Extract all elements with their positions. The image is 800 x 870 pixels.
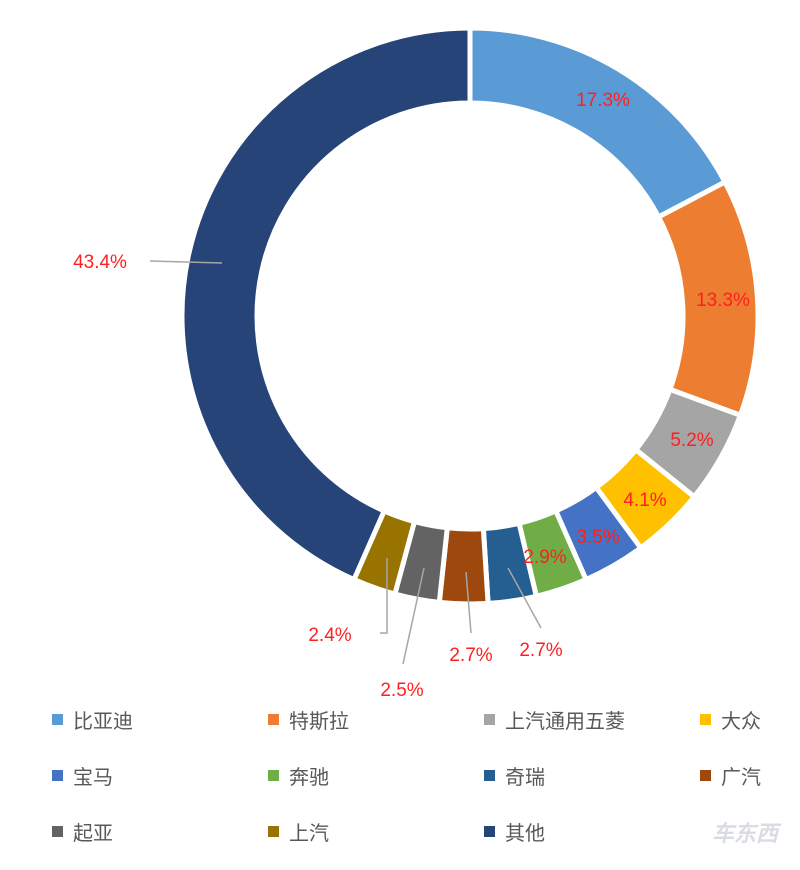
legend-label: 上汽	[289, 821, 329, 845]
legend-item: 奔驰	[268, 761, 329, 790]
legend-swatch	[268, 714, 279, 725]
data-label: 5.2%	[670, 430, 713, 451]
legend-label: 奔驰	[289, 765, 329, 789]
slice-其他	[179, 25, 473, 583]
legend-item: 其他	[484, 817, 545, 846]
legend-label: 宝马	[73, 765, 113, 789]
legend-label: 大众	[721, 709, 761, 733]
data-label: 2.5%	[380, 680, 423, 701]
data-label: 17.3%	[576, 90, 630, 111]
watermark: 车东西	[711, 822, 778, 847]
legend-swatch	[484, 826, 495, 837]
legend-swatch	[52, 826, 63, 837]
legend-swatch	[52, 714, 63, 725]
legend-swatch	[484, 714, 495, 725]
data-label: 3.5%	[576, 527, 619, 548]
data-label: 13.3%	[696, 290, 750, 311]
legend-swatch	[484, 770, 495, 781]
legend-item: 大众	[700, 705, 761, 734]
legend-label: 比亚迪	[73, 709, 133, 733]
legend-label: 广汽	[721, 765, 761, 789]
slice-比亚迪	[467, 25, 729, 221]
leader-line	[380, 558, 388, 634]
data-label: 2.4%	[308, 625, 351, 646]
leader-line	[465, 571, 472, 634]
legend-swatch	[268, 826, 279, 837]
legend-label: 起亚	[73, 821, 113, 845]
legend-label: 奇瑞	[505, 765, 545, 789]
legend-swatch	[268, 770, 279, 781]
data-label: 43.4%	[73, 252, 127, 273]
legend-label: 特斯拉	[289, 709, 349, 733]
legend-item: 上汽通用五菱	[484, 705, 625, 734]
data-label: 2.7%	[519, 640, 562, 661]
legend-label: 上汽通用五菱	[505, 709, 625, 733]
legend-swatch	[700, 714, 711, 725]
legend-item: 上汽	[268, 817, 329, 846]
leader-line	[402, 567, 425, 665]
data-label: 4.1%	[623, 490, 666, 511]
leader-line	[507, 567, 542, 629]
legend-label: 其他	[505, 821, 545, 845]
data-label: 2.7%	[449, 645, 492, 666]
legend-item: 特斯拉	[268, 705, 349, 734]
legend-item: 宝马	[52, 761, 113, 790]
legend-swatch	[700, 770, 711, 781]
legend-swatch	[52, 770, 63, 781]
leader-line	[149, 260, 223, 264]
legend-item: 奇瑞	[484, 761, 545, 790]
legend-item: 比亚迪	[52, 705, 133, 734]
data-label: 2.9%	[523, 547, 566, 568]
legend-item: 广汽	[700, 761, 761, 790]
legend-item: 起亚	[52, 817, 113, 846]
